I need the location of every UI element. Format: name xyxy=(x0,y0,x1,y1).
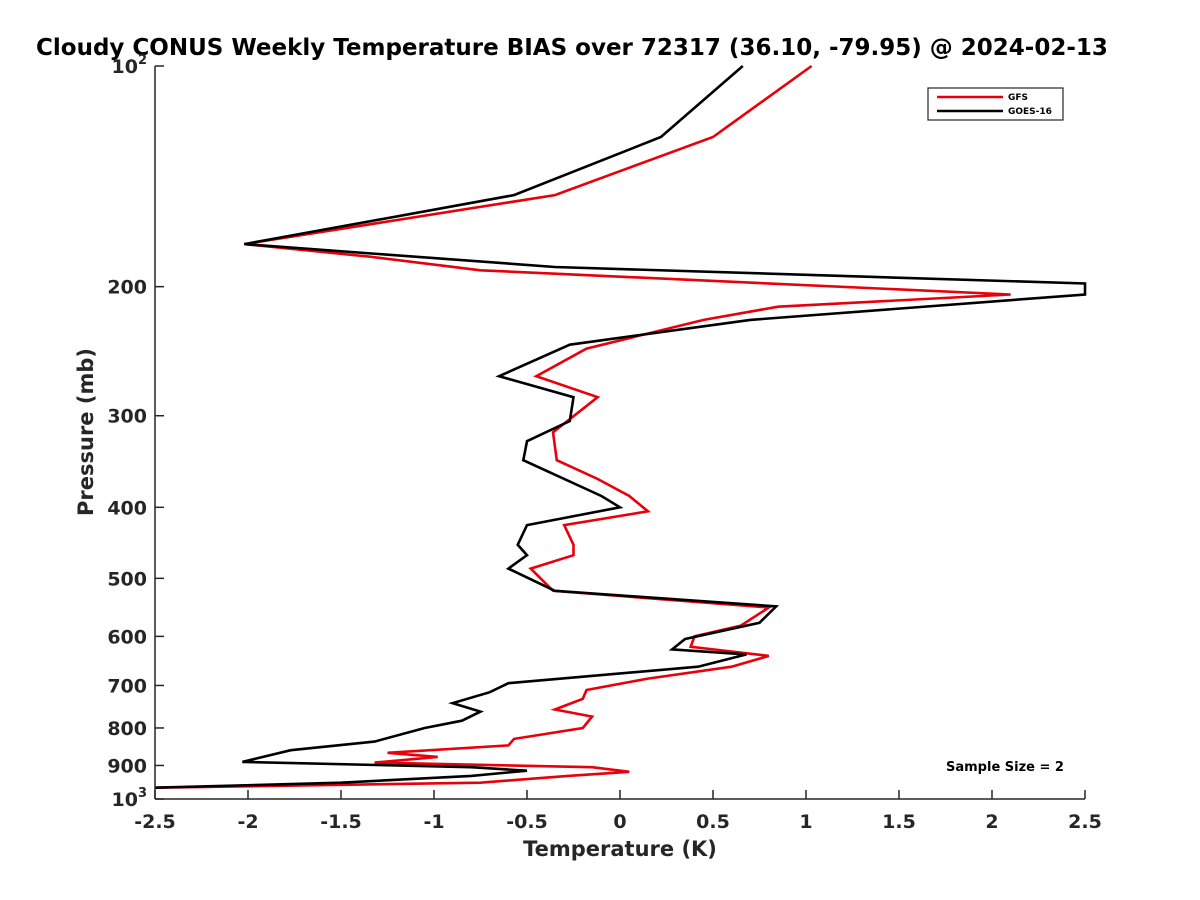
x-tick-label: -0.5 xyxy=(506,811,548,833)
legend-label-gfs: GFS xyxy=(1008,93,1028,103)
y-tick-label: 103 xyxy=(112,786,148,811)
y-tick-label: 900 xyxy=(107,755,147,777)
x-tick-label: -1 xyxy=(423,811,444,833)
series-line-gfs xyxy=(154,64,1011,789)
x-tick-label: 1.5 xyxy=(882,811,916,833)
x-tick-label: 0.5 xyxy=(696,811,730,833)
x-axis-ticks: -2.5 -2 -1.5 -1 -0.5 0 0.5 1 1.5 2 2.5 xyxy=(134,790,1102,833)
plot-area xyxy=(155,66,1085,799)
y-tick-label: 300 xyxy=(107,406,147,428)
y-tick-label: 500 xyxy=(107,568,147,590)
legend-box xyxy=(927,87,1064,121)
y-tick-label: 200 xyxy=(107,277,147,299)
y-tick-label: 102 xyxy=(112,53,148,78)
x-tick-label: -2 xyxy=(237,811,258,833)
legend-label-goes16: GOES-16 xyxy=(1008,107,1052,117)
x-tick-label: -1.5 xyxy=(320,811,362,833)
x-tick-label: 2.5 xyxy=(1068,811,1102,833)
legend: GFS GOES-16 xyxy=(927,87,1064,121)
x-tick-label: 0 xyxy=(613,811,626,833)
x-axis-label: Temperature (K) xyxy=(523,837,717,861)
series-lines xyxy=(154,64,1087,789)
y-tick-label: 800 xyxy=(107,718,147,740)
chart-title: Cloudy CONUS Weekly Temperature BIAS ove… xyxy=(36,35,1108,61)
y-tick-label: 400 xyxy=(107,497,147,519)
x-tick-label: 1 xyxy=(799,811,812,833)
y-axis-label: Pressure (mb) xyxy=(74,348,98,516)
sample-size-annotation: Sample Size = 2 xyxy=(946,760,1064,775)
series-line-goes16 xyxy=(154,65,1087,789)
y-tick-label: 600 xyxy=(107,626,147,648)
y-axis-ticks: 102 200 300 400 500 600 700 800 900 103 xyxy=(107,53,164,811)
x-tick-label: -2.5 xyxy=(134,811,176,833)
x-tick-label: 2 xyxy=(985,811,998,833)
y-tick-label: 700 xyxy=(107,675,147,697)
